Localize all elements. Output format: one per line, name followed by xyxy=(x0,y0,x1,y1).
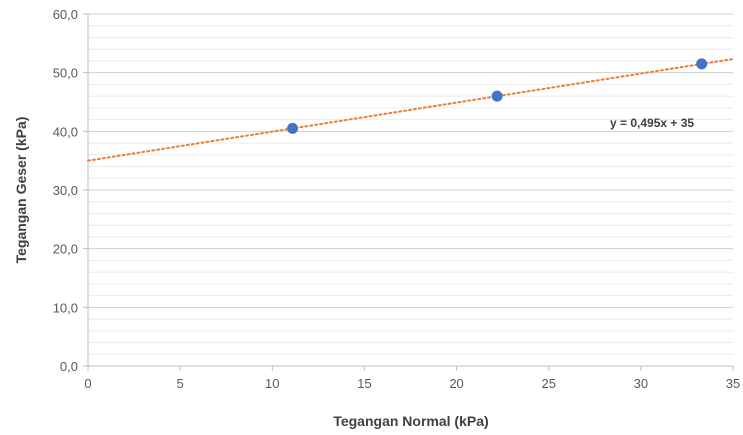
trendline-equation: y = 0,495x + 35 xyxy=(610,116,694,130)
y-tick-label: 0,0 xyxy=(60,359,78,374)
x-tick-label: 15 xyxy=(357,376,371,391)
trendline-path xyxy=(87,58,734,162)
y-tick-label: 20,0 xyxy=(53,242,78,257)
y-tick-label: 40,0 xyxy=(53,124,78,139)
y-tick-label: 50,0 xyxy=(53,66,78,81)
data-points xyxy=(287,58,708,134)
x-tick-label: 35 xyxy=(726,376,740,391)
data-point xyxy=(287,122,299,134)
tick-labels: 0 5 10 15 20 25 30 35 0,0 10,0 20,0 30,0 40,0 50,0 60,… xyxy=(53,7,741,391)
data-point xyxy=(491,90,503,102)
x-tick-label: 20 xyxy=(449,376,463,391)
x-tick-label: 25 xyxy=(541,376,555,391)
x-tick-label: 10 xyxy=(265,376,279,391)
y-tick-label: 10,0 xyxy=(53,300,78,315)
y-tick-label: 60,0 xyxy=(53,7,78,22)
data-point xyxy=(696,58,708,70)
axes xyxy=(83,13,734,371)
x-tick-label: 5 xyxy=(177,376,184,391)
x-axis-title: Tegangan Normal (kPa) xyxy=(333,413,488,429)
x-tick-label: 0 xyxy=(84,376,91,391)
trendline xyxy=(87,58,734,162)
x-tick-label: 30 xyxy=(634,376,648,391)
y-axis-title: Tegangan Geser (kPa) xyxy=(13,117,29,264)
grid xyxy=(88,13,733,367)
y-tick-label: 30,0 xyxy=(53,183,78,198)
